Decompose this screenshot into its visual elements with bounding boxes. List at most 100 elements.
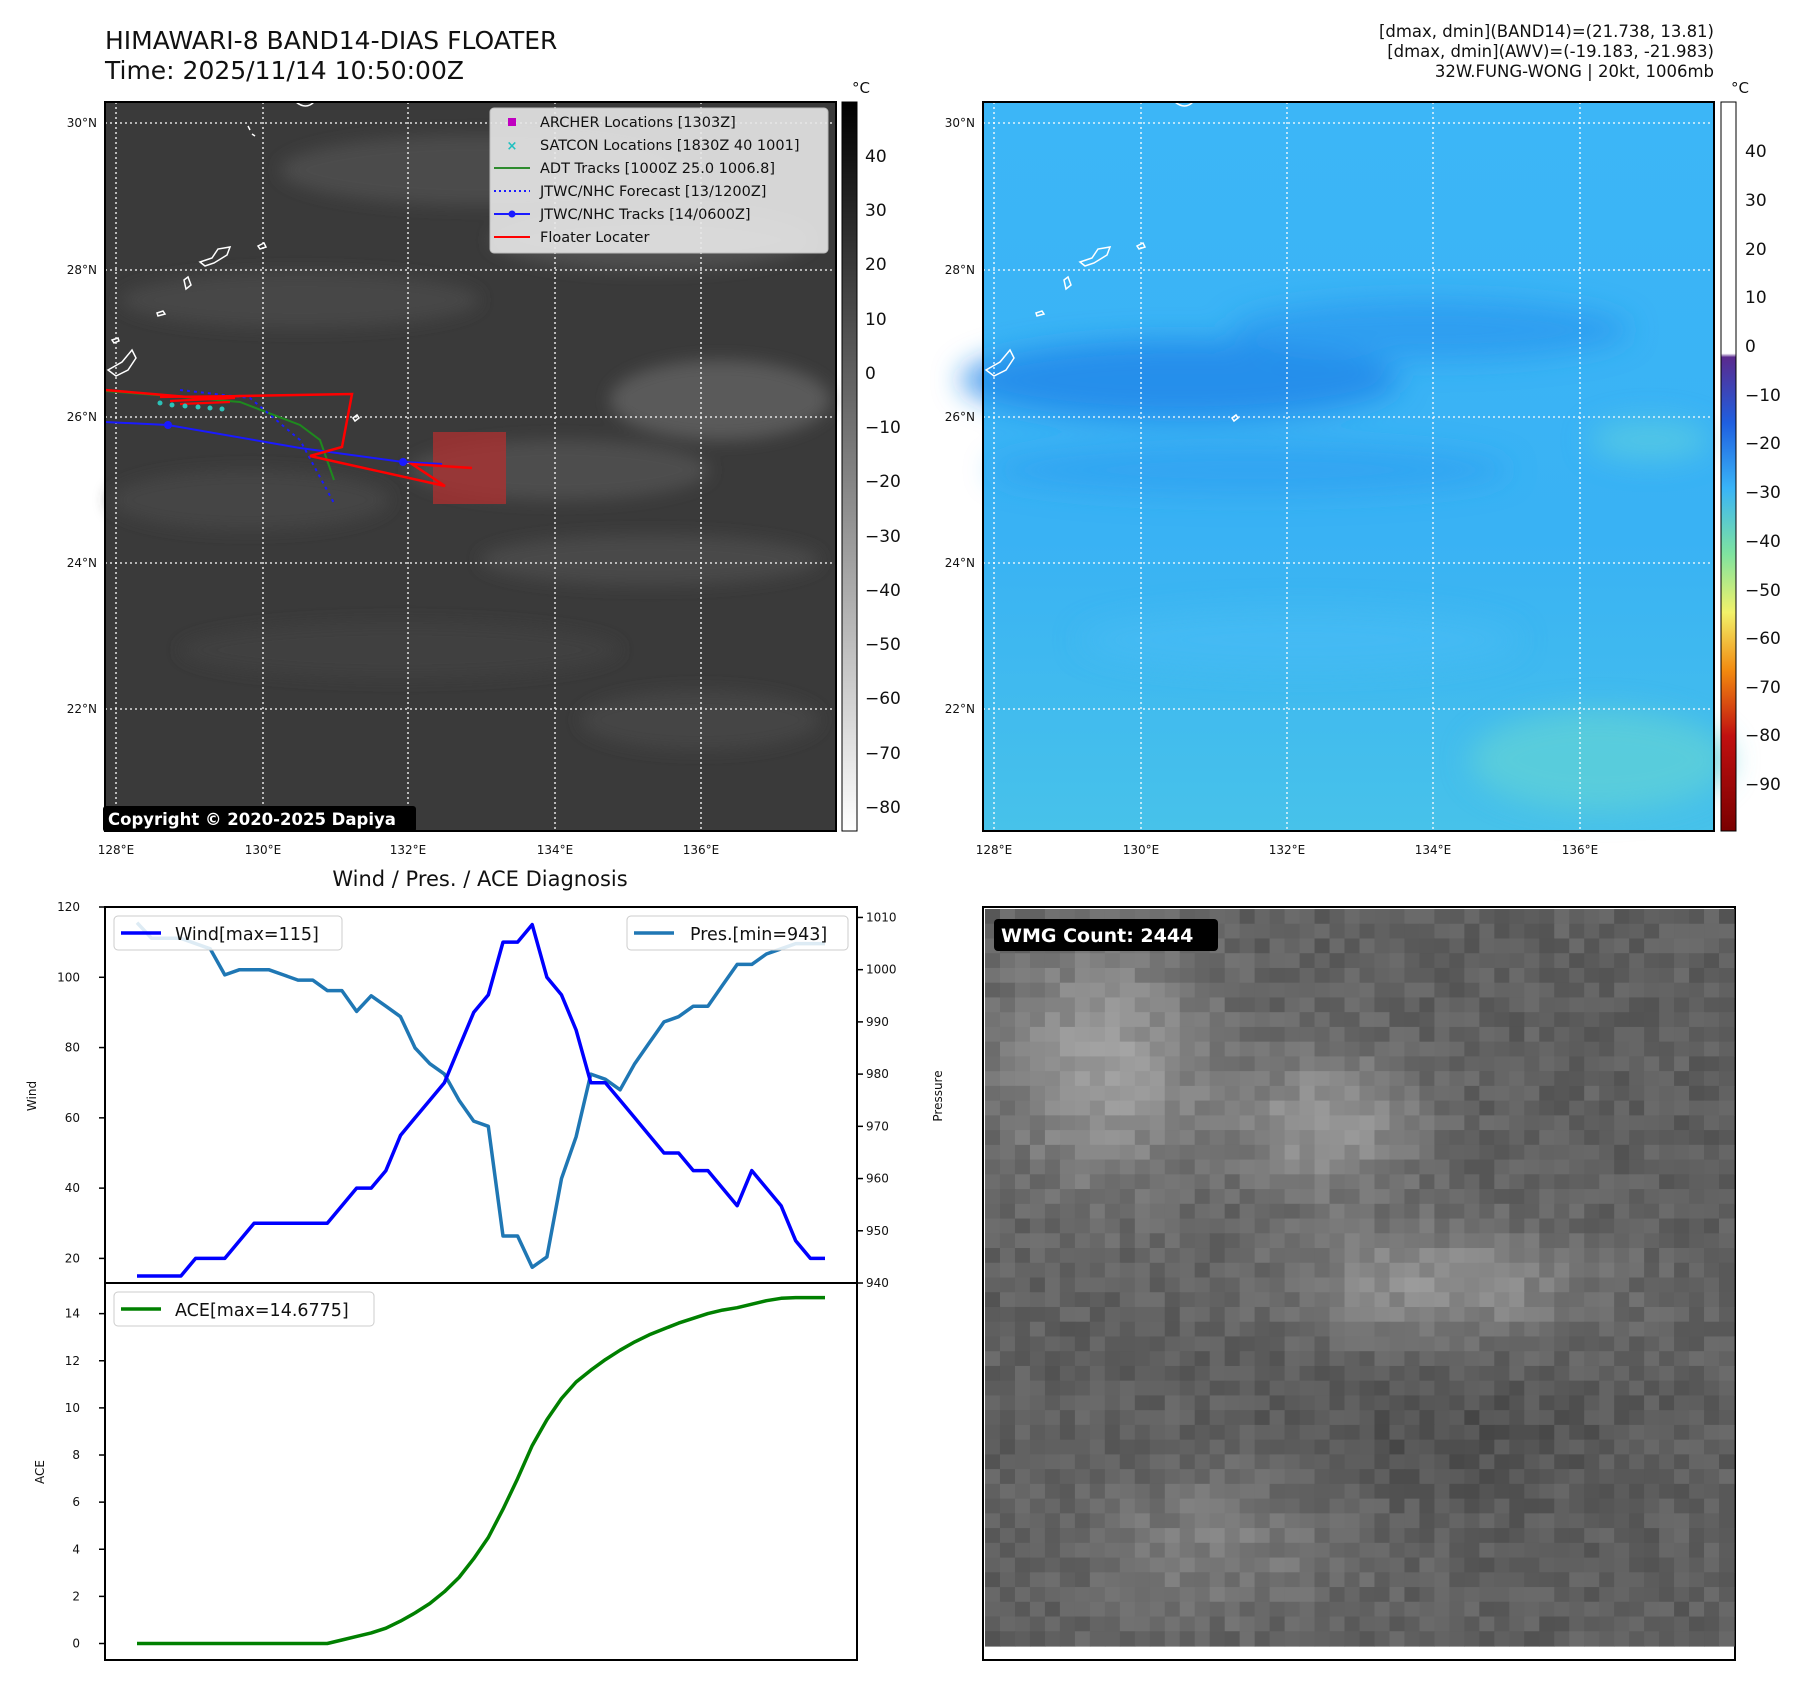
wmg-pixel — [1524, 982, 1540, 999]
wmg-pixel — [1479, 1439, 1495, 1455]
wmg-pixel — [1254, 1233, 1271, 1249]
wmg-pixel — [1389, 1189, 1406, 1205]
wmg-pixel — [1704, 1056, 1720, 1072]
wmg-pixel — [1644, 1100, 1660, 1116]
wmg-pixel — [1404, 1365, 1421, 1382]
wmg-pixel — [1344, 1587, 1361, 1603]
wmg-pixel — [1524, 1159, 1540, 1175]
wmg-pixel — [1479, 1498, 1495, 1514]
wmg-pixel — [999, 1100, 1016, 1116]
wmg-pixel — [1044, 1115, 1061, 1131]
wmg-pixel — [1659, 1439, 1675, 1455]
wmg-pixel — [1194, 1498, 1211, 1514]
ace-tick-label: 8 — [72, 1448, 80, 1462]
wmg-pixel — [1674, 1336, 1690, 1352]
wmg-pixel — [1299, 1469, 1316, 1485]
wmg-pixel — [1344, 1439, 1361, 1455]
wmg-pixel — [1269, 1056, 1286, 1072]
wmg-pixel — [985, 1395, 1001, 1411]
wmg-pixel — [1389, 1469, 1406, 1485]
wmg-pixel — [1374, 1262, 1391, 1279]
wmg-pixel — [1059, 1277, 1076, 1293]
wmg-pixel — [1074, 1542, 1091, 1559]
wmg-pixel — [1629, 1233, 1645, 1249]
wmg-pixel — [1434, 1321, 1450, 1338]
wmg-pixel — [1419, 1144, 1435, 1161]
wmg-pixel — [1554, 1233, 1570, 1249]
wmg-pixel — [1374, 1321, 1391, 1338]
ace-legend-box — [113, 1291, 375, 1327]
wmg-pixel — [1299, 953, 1316, 969]
wmg-pixel — [1659, 1248, 1675, 1264]
wmg-pixel — [1599, 1572, 1615, 1588]
wmg-pixel — [1644, 1469, 1660, 1485]
wmg-pixel — [1014, 1321, 1031, 1338]
wmg-pixel — [1119, 1041, 1136, 1057]
wmg-pixel — [1374, 909, 1391, 925]
wmg-pixel — [1569, 1616, 1585, 1632]
wmg-pixel — [1164, 1321, 1181, 1338]
wmg-pixel — [1224, 1587, 1241, 1603]
wmg-pixel — [1419, 1336, 1435, 1352]
wmg-pixel — [1569, 1572, 1585, 1588]
wmg-pixel — [1644, 1174, 1660, 1190]
wmg-pixel — [1419, 1233, 1435, 1249]
wmg-pixel — [1464, 1631, 1480, 1647]
wmg-pixel — [1509, 1557, 1525, 1573]
wmg-pixel — [1119, 1144, 1136, 1161]
wmg-pixel — [1314, 1336, 1331, 1352]
wmg-pixel — [1584, 1572, 1600, 1588]
wmg-pixel — [1584, 1248, 1600, 1264]
wmg-pixel — [1509, 1587, 1525, 1603]
wmg-pixel — [999, 1424, 1016, 1441]
wmg-pixel — [1254, 1380, 1271, 1397]
wmg-pixel — [1704, 1159, 1720, 1175]
wmg-pixel — [1179, 1410, 1196, 1426]
wmg-pixel — [1404, 1601, 1421, 1618]
wmg-pixel — [1209, 1203, 1226, 1220]
wmg-pixel — [1629, 1557, 1645, 1573]
wmg-pixel — [1584, 1336, 1600, 1352]
ace-legend-label: ACE[max=14.6775] — [175, 1301, 349, 1321]
wmg-pixel — [1269, 1528, 1286, 1544]
wmg-pixel — [1674, 1115, 1690, 1131]
wmg-pixel — [1464, 938, 1480, 954]
wmg-pixel — [1044, 1631, 1061, 1647]
wmg-pixel — [1239, 1203, 1256, 1220]
wmg-pixel — [1209, 1498, 1226, 1514]
wmg-pixel — [1029, 1587, 1046, 1603]
wmg-pixel — [1389, 1085, 1406, 1102]
wmg-pixel — [999, 1159, 1016, 1175]
wmg-pixel — [1659, 1012, 1675, 1028]
wmg-pixel — [1284, 1410, 1301, 1426]
wmg-pixel — [1134, 1601, 1151, 1618]
wmg-pixel — [1599, 1174, 1615, 1190]
wmg-pixel — [1584, 1542, 1600, 1559]
wmg-pixel — [1044, 1233, 1061, 1249]
wmg-pixel — [1314, 1395, 1331, 1411]
wmg-pixel — [1374, 1336, 1391, 1352]
wmg-pixel — [1674, 953, 1690, 969]
wmg-pixel — [999, 1218, 1016, 1234]
wmg-pixel — [1089, 1012, 1106, 1028]
wmg-pixel — [1224, 1144, 1241, 1161]
wmg-pixel — [1629, 1542, 1645, 1559]
wmg-pixel — [1539, 1189, 1555, 1205]
pressure-legend-box — [626, 915, 849, 951]
copyright-badge — [103, 806, 416, 832]
wmg-pixel — [1554, 1616, 1570, 1632]
wmg-pixel — [1389, 1321, 1406, 1338]
wmg-pixel — [1659, 1159, 1675, 1175]
wmg-pixel — [1404, 1277, 1421, 1293]
wmg-pixel — [985, 953, 1001, 969]
wmg-pixel — [1674, 1498, 1690, 1514]
wmg-pixel — [1389, 1012, 1406, 1028]
cbar-tick: 10 — [1745, 288, 1767, 308]
wmg-pixel — [1569, 1130, 1585, 1146]
cbar-tick: −40 — [1745, 532, 1781, 552]
wmg-pixel — [985, 1365, 1001, 1382]
wmg-pixel — [1119, 1601, 1136, 1618]
wmg-pixel — [1629, 1321, 1645, 1338]
wmg-pixel — [1254, 1306, 1271, 1323]
wmg-pixel — [1134, 1026, 1151, 1043]
